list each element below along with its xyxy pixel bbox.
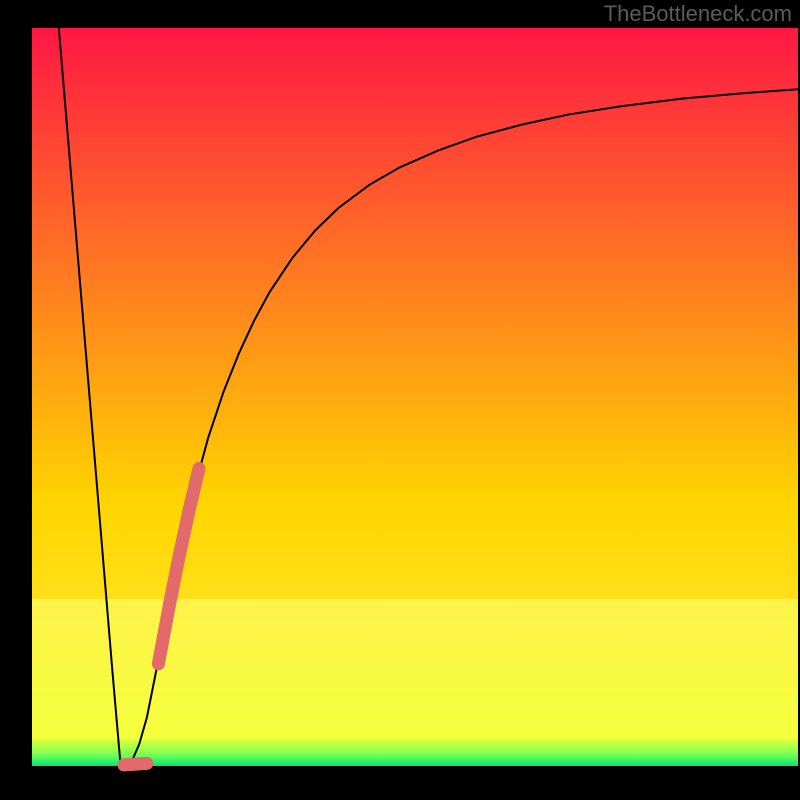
watermark-text: TheBottleneck.com	[604, 1, 792, 27]
yellow-band	[32, 599, 798, 741]
black-floor	[32, 766, 798, 794]
chart-frame: TheBottleneck.com	[0, 0, 800, 800]
green-stripe	[32, 740, 798, 765]
plot-area	[32, 28, 798, 794]
